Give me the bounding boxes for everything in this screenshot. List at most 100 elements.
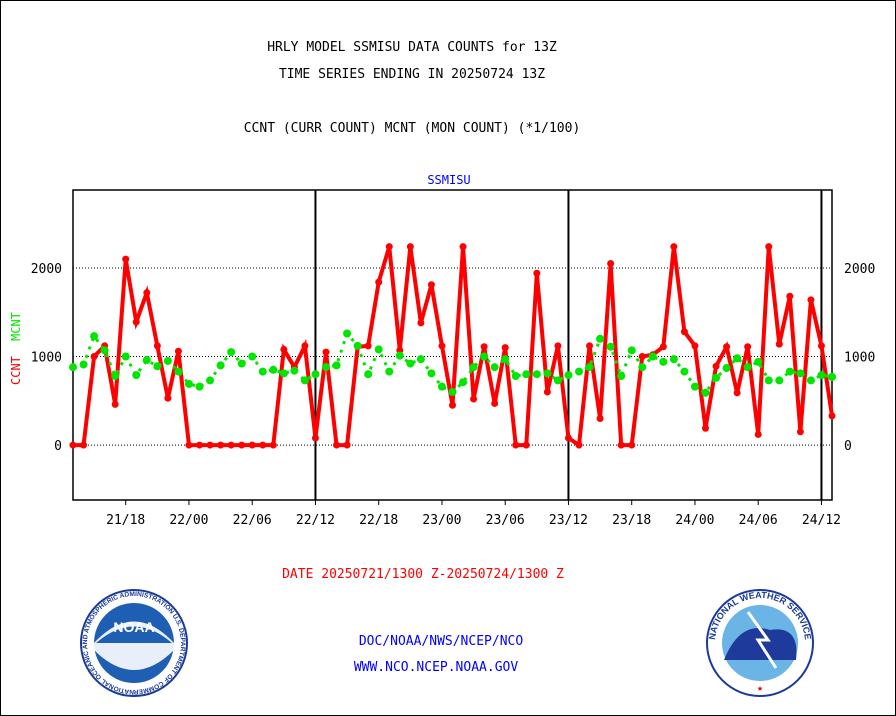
data-point-ccnt: [111, 400, 119, 408]
data-point-mcnt: [174, 367, 183, 376]
data-point-mcnt: [290, 366, 299, 375]
data-point-mcnt: [416, 355, 425, 364]
data-point-mcnt: [659, 357, 668, 366]
data-point-mcnt: [216, 361, 225, 370]
data-point-mcnt: [501, 355, 510, 364]
data-point-ccnt: [575, 441, 583, 449]
data-point-ccnt: [817, 342, 825, 350]
data-point-mcnt: [575, 367, 583, 376]
data-point-mcnt: [722, 364, 731, 373]
data-point-mcnt: [322, 363, 330, 372]
data-point-ccnt: [196, 441, 203, 449]
y-tick-right: 0: [844, 439, 852, 454]
nws-logo: NATIONAL WEATHER SERVICE ★: [706, 589, 814, 697]
data-point-ccnt: [680, 328, 688, 336]
data-point-mcnt: [227, 348, 236, 357]
data-point-mcnt: [817, 371, 826, 380]
data-point-ccnt: [132, 318, 140, 326]
data-point-ccnt: [164, 394, 172, 402]
data-point-ccnt: [786, 292, 794, 300]
x-tick-label: 23/06: [486, 513, 525, 528]
data-point-mcnt: [754, 357, 763, 366]
data-point-mcnt: [627, 346, 636, 355]
data-point-ccnt: [744, 343, 752, 351]
chart-subtitle: CCNT (CURR COUNT) MCNT (MON COUNT) (*1/1…: [244, 121, 581, 136]
data-point-ccnt: [427, 281, 435, 289]
data-point-mcnt: [69, 363, 77, 372]
data-point-mcnt: [248, 352, 257, 361]
data-point-ccnt: [659, 343, 667, 351]
data-point-mcnt: [532, 370, 541, 379]
data-point-mcnt: [553, 376, 562, 385]
x-tick-label: 23/00: [422, 513, 461, 528]
data-point-ccnt: [723, 343, 731, 351]
data-point-ccnt: [449, 401, 456, 409]
data-point-mcnt: [195, 382, 204, 391]
footer-line-2[interactable]: WWW.NCO.NCEP.NOAA.GOV: [354, 660, 519, 675]
x-tick-label: 24/00: [675, 513, 714, 528]
series-layer: [69, 243, 836, 449]
data-point-mcnt: [669, 355, 678, 364]
data-point-ccnt: [564, 434, 572, 442]
data-point-mcnt: [585, 363, 594, 372]
data-point-mcnt: [743, 363, 752, 372]
data-point-mcnt: [100, 346, 109, 355]
data-point-mcnt: [364, 370, 373, 379]
data-point-mcnt: [184, 379, 193, 388]
plot-frame: [72, 189, 833, 501]
y-tick-right: 1000: [844, 351, 875, 366]
data-point-ccnt: [522, 441, 530, 449]
data-point-mcnt: [258, 367, 267, 376]
data-point-ccnt: [807, 296, 815, 304]
chart-title-line-2: TIME SERIES ENDING IN 20250724 13Z: [279, 67, 545, 82]
data-point-ccnt: [617, 441, 625, 449]
data-point-mcnt: [764, 376, 773, 385]
data-point-ccnt: [406, 243, 414, 251]
data-point-ccnt: [670, 243, 678, 251]
data-point-ccnt: [691, 342, 699, 350]
data-point-mcnt: [828, 372, 836, 381]
star-icon: ★: [757, 683, 763, 694]
data-point-mcnt: [511, 372, 520, 380]
data-point-mcnt: [690, 382, 699, 391]
x-tick-label: 22/06: [233, 513, 272, 528]
data-point-mcnt: [680, 367, 689, 376]
x-axis-label: DATE 20250721/1300 Z-20250724/1300 Z: [282, 567, 564, 582]
data-point-mcnt: [638, 363, 647, 372]
data-point-ccnt: [543, 388, 551, 396]
data-point-ccnt: [385, 243, 393, 251]
data-point-mcnt: [448, 387, 457, 396]
data-point-ccnt: [69, 441, 77, 449]
data-point-ccnt: [206, 441, 214, 449]
data-point-mcnt: [543, 369, 552, 378]
data-point-ccnt: [470, 395, 478, 403]
data-point-mcnt: [606, 342, 615, 351]
data-point-mcnt: [311, 370, 320, 379]
x-tick-label: 22/12: [296, 513, 335, 528]
data-point-ccnt: [596, 415, 604, 423]
series-mcnt: [69, 329, 836, 397]
data-point-ccnt: [259, 441, 267, 449]
data-point-ccnt: [217, 441, 225, 449]
x-tick-label: 23/12: [549, 513, 588, 528]
y-tick-left: 2000: [31, 262, 62, 277]
x-tick-label: 24/12: [802, 513, 841, 528]
data-point-mcnt: [796, 369, 805, 378]
data-point-mcnt: [163, 356, 172, 365]
data-point-mcnt: [490, 363, 499, 372]
data-point-mcnt: [153, 362, 162, 371]
data-point-ccnt: [417, 319, 425, 327]
data-point-ccnt: [638, 353, 646, 361]
y-tick-right: 2000: [844, 262, 875, 277]
data-point-ccnt: [480, 343, 488, 351]
x-tick-label: 21/18: [106, 513, 145, 528]
data-point-ccnt: [702, 424, 709, 432]
data-point-ccnt: [333, 441, 341, 449]
data-point-mcnt: [353, 341, 362, 350]
data-point-ccnt: [311, 434, 319, 442]
data-point-mcnt: [701, 388, 710, 397]
data-point-ccnt: [80, 441, 88, 449]
data-point-ccnt: [607, 260, 615, 268]
y-tick-left: 0: [54, 439, 62, 454]
